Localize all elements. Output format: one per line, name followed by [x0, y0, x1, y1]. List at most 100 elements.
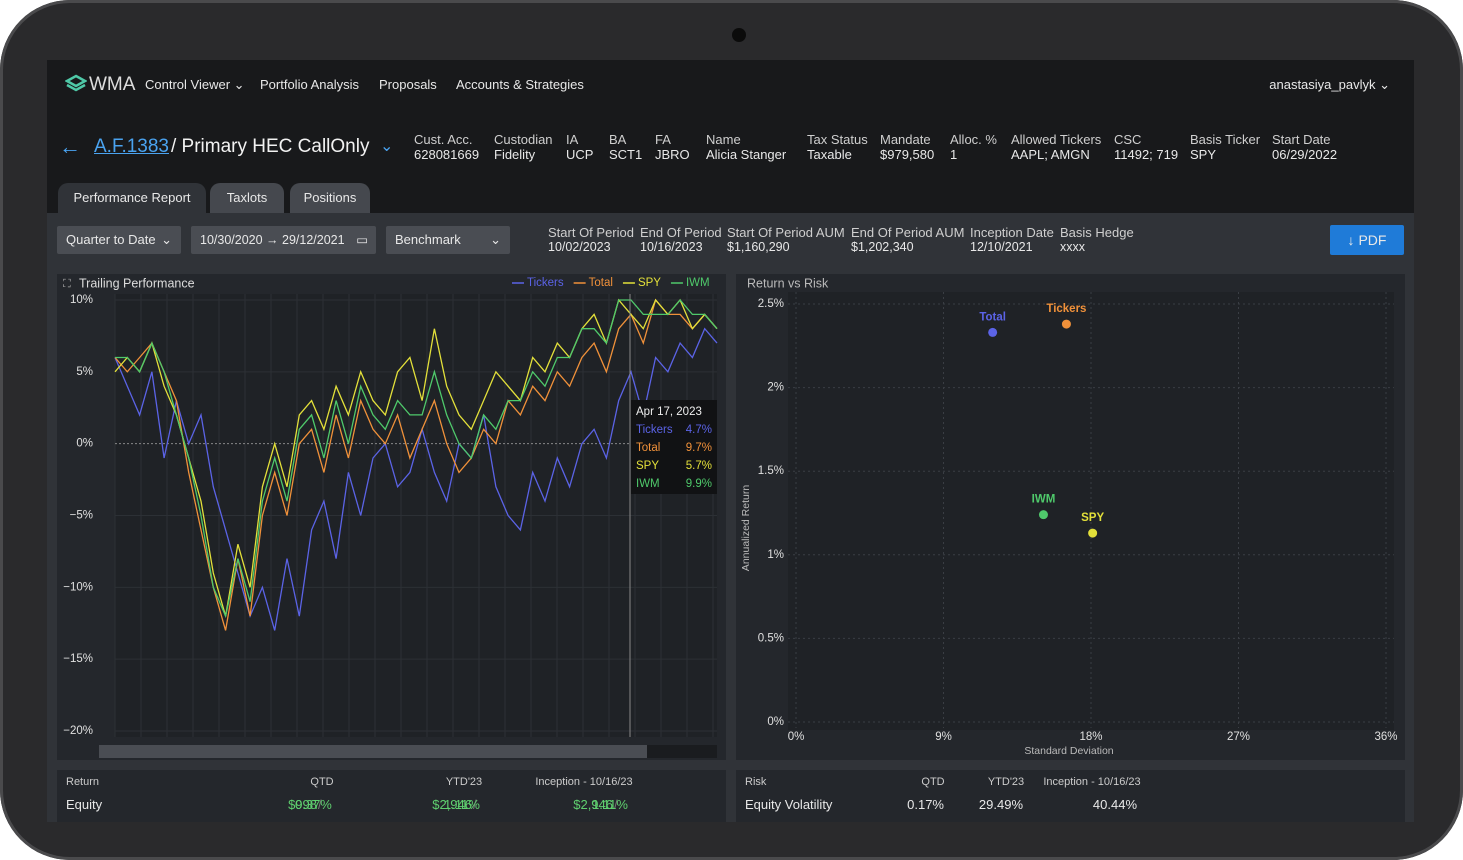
nav-item[interactable]: Accounts & Strategies — [456, 77, 584, 92]
field-label: CSC — [1114, 132, 1141, 147]
tooltip-value: 4.7% — [686, 424, 712, 436]
tab[interactable]: Performance Report — [58, 183, 206, 213]
field-value: Taxable — [807, 147, 852, 162]
info-label: End Of Period AUM — [851, 225, 964, 240]
date-range[interactable]: 10/30/2020 → 29/12/2021▭ — [191, 226, 376, 254]
page: WMA anastasiya_pavlyk ⌄ ← A.F.1383 / Pri… — [0, 0, 1463, 822]
point-label: Tickers — [1046, 303, 1086, 315]
field-label: Allowed Tickers — [1011, 132, 1101, 147]
tooltip-name: SPY — [636, 460, 659, 472]
y-axis-label: Annualized Return — [740, 485, 752, 572]
field-value: 1 — [950, 147, 957, 162]
x-tick-label: 27% — [1227, 731, 1250, 743]
period-value: Quarter to Date — [66, 232, 156, 247]
table-cell: 0.37% — [295, 797, 332, 812]
table-cell: 40.44% — [1093, 797, 1137, 812]
field-label: Name — [706, 132, 741, 147]
info-label: End Of Period — [640, 225, 722, 240]
x-tick-label: 36% — [1374, 731, 1397, 743]
y-tick-label: 0.5% — [758, 632, 784, 644]
account-id[interactable]: A.F.1383 — [94, 136, 169, 158]
point-label: Total — [979, 311, 1006, 323]
field-label: Tax Status — [807, 132, 868, 147]
pdf-button[interactable]: ↓ PDF — [1330, 225, 1404, 255]
y-tick-label: −5% — [70, 510, 93, 522]
field-label: Mandate — [880, 132, 931, 147]
back-button[interactable]: ← — [59, 134, 81, 160]
legend-label: IWM — [686, 277, 710, 289]
user-name: anastasiya_pavlyk — [1269, 77, 1375, 92]
benchmark-value: Benchmark — [395, 232, 461, 247]
user-menu[interactable]: anastasiya_pavlyk ⌄ — [1269, 77, 1390, 93]
point-label: SPY — [1081, 512, 1104, 524]
brand: WMA — [89, 74, 135, 96]
field-value: $979,580 — [880, 147, 934, 162]
pdf-label: PDF — [1358, 232, 1386, 248]
tooltip-name: Tickers — [636, 424, 673, 436]
brand-logo — [65, 74, 87, 94]
expand-icon: ⛶ — [63, 278, 71, 290]
risk-panel: Return vs Risk2.5%2%1.5%1%0.5%0%0%9%18%2… — [736, 274, 1405, 760]
legend-label: Tickers — [527, 277, 564, 289]
field-value: Alicia Stanger — [706, 147, 786, 162]
field-value: AAPL; AMGN — [1011, 147, 1090, 162]
info-value: 12/10/2021 — [970, 240, 1033, 254]
table-header: QTD — [310, 776, 333, 788]
point — [1088, 529, 1097, 538]
nav-item[interactable]: Proposals — [379, 77, 437, 92]
period-select[interactable]: Quarter to Date⌄ — [57, 226, 181, 254]
chart-title: Return vs Risk — [747, 276, 829, 290]
y-tick-label: 5% — [76, 366, 93, 378]
info-value: 10/16/2023 — [640, 240, 703, 254]
table-header: Inception - 10/16/23 — [535, 776, 632, 788]
legend-label: Total — [589, 277, 613, 289]
y-tick-label: −10% — [63, 581, 93, 593]
field-label: IA — [566, 132, 578, 147]
table-header: QTD — [921, 776, 944, 788]
field-label: Custodian — [494, 132, 553, 147]
x-tick-label: 18% — [1079, 731, 1102, 743]
date-from: 10/30/2020 — [200, 233, 263, 247]
field-label: Basis Ticker — [1190, 132, 1260, 147]
nav-item[interactable]: Portfolio Analysis — [260, 77, 359, 92]
risk-chart: Return vs Risk2.5%2%1.5%1%0.5%0%0%9%18%2… — [736, 274, 1405, 760]
return-table: ReturnQTDYTD'23Inception - 10/16/23Equit… — [57, 770, 726, 822]
point-label: IWM — [1032, 494, 1056, 506]
trailing-panel: Trailing Performance⛶10%5%0%−5%−10%−15%−… — [57, 274, 726, 760]
nav-item[interactable]: Control Viewer ⌄ — [145, 77, 245, 93]
benchmark-select[interactable]: Benchmark⌄ — [386, 226, 510, 254]
point — [988, 328, 997, 337]
field-label: Cust. Acc. — [414, 132, 473, 147]
info-label: Inception Date — [970, 225, 1054, 240]
table-cell: 1.11% — [444, 797, 480, 812]
point — [1039, 510, 1048, 519]
table-cell: Equity Volatility — [745, 797, 832, 812]
field-value: UCP — [566, 147, 593, 162]
y-tick-label: 0% — [76, 438, 93, 450]
field-value: 11492; 719 — [1114, 147, 1178, 162]
y-tick-label: 0% — [767, 716, 784, 728]
camera — [732, 28, 746, 42]
table-header: Inception - 10/16/23 — [1043, 776, 1140, 788]
info-value: $1,202,340 — [851, 240, 914, 254]
tab[interactable]: Taxlots — [210, 183, 284, 213]
info-label: Start Of Period — [548, 225, 634, 240]
info-label: Basis Hedge — [1060, 225, 1134, 240]
field-value: 06/29/2022 — [1272, 147, 1337, 162]
tab[interactable]: Positions — [290, 183, 370, 213]
tooltip-date: Apr 17, 2023 — [636, 406, 702, 418]
table-cell: 29.49% — [979, 797, 1023, 812]
info-value: $1,160,290 — [727, 240, 790, 254]
tooltip-value: 5.7% — [686, 460, 712, 472]
account-dropdown[interactable]: ⌄ — [380, 136, 393, 156]
risk-table: RiskQTDYTD'23Inception - 10/16/23Equity … — [736, 770, 1405, 822]
table-header: Return — [66, 776, 99, 788]
x-tick-label: 0% — [788, 731, 805, 743]
table-header: Risk — [745, 776, 766, 788]
date-to: 29/12/2021 — [282, 233, 345, 247]
info-value: 10/02/2023 — [548, 240, 611, 254]
table-cell: 0.17% — [907, 797, 944, 812]
field-label: FA — [655, 132, 671, 147]
tooltip-value: 9.7% — [686, 442, 712, 454]
tooltip-name: Total — [636, 442, 660, 454]
